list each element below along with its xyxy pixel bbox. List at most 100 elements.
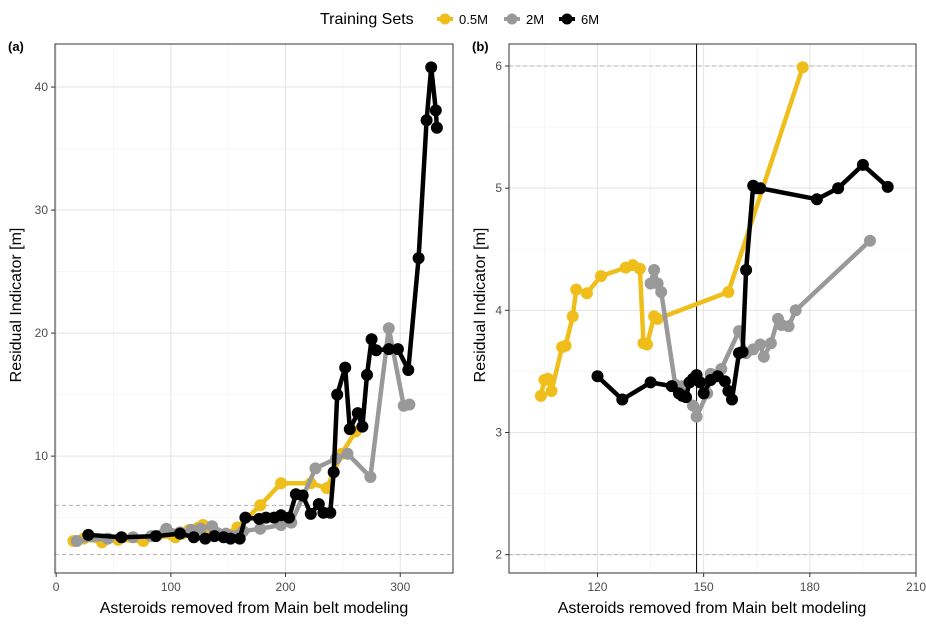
data-point-6M-a (199, 532, 212, 545)
panel-label-a: (a) (8, 39, 24, 54)
data-point-6M-a (356, 420, 369, 433)
data-point-2M-a (309, 462, 322, 475)
data-point-2M-a (70, 535, 83, 547)
data-point-6M-a (343, 423, 356, 436)
legend-label-0.5M: 0.5M (459, 12, 488, 27)
data-point-2M-a (364, 471, 377, 483)
data-point-6M-a (174, 527, 186, 540)
data-point-2M-a (254, 522, 267, 535)
data-point-2M-a (160, 522, 173, 535)
data-point-6M-b (832, 182, 845, 195)
data-point-0.5M-b (559, 339, 572, 352)
data-point-6M-a (429, 104, 442, 117)
data-point-2M-a (382, 322, 395, 335)
panel-a: (a) Asteroids removed from Main belt mod… (8, 39, 454, 617)
plot-background-b (509, 44, 916, 573)
data-point-6M-a (149, 530, 162, 543)
y-tick-label-b: 5 (495, 181, 502, 195)
x-axis-label-b: Asteroids removed from Main belt modelin… (558, 600, 867, 617)
data-point-2M-a (194, 522, 207, 535)
x-tick-label-a: 100 (161, 580, 181, 594)
data-point-6M-a (304, 507, 317, 520)
data-point-6M-b (697, 387, 710, 400)
y-tick-label-a: 10 (35, 449, 49, 463)
x-tick-label-a: 0 (53, 580, 60, 594)
x-tick-label-b: 210 (906, 580, 926, 594)
data-point-2M-b (690, 410, 703, 423)
data-point-6M-b (644, 376, 657, 389)
x-tick-label-a: 300 (390, 580, 410, 594)
data-point-6M-a (208, 530, 221, 543)
data-point-0.5M-a (275, 477, 287, 490)
panel-border-b (508, 43, 917, 574)
data-point-2M-a (206, 520, 219, 533)
data-point-6M-b (856, 158, 869, 171)
y-tick-label-b: 4 (495, 303, 502, 317)
data-point-6M-a (425, 61, 438, 74)
data-point-2M-b (648, 264, 661, 276)
data-point-6M-b (591, 370, 604, 383)
data-point-6M-a (233, 532, 246, 545)
data-point-0.5M-b (580, 287, 593, 300)
data-point-2M-a (403, 398, 416, 411)
y-axis-label-b: Residual Indicator [m] (472, 228, 489, 383)
data-point-2M-b (655, 286, 668, 298)
data-point-6M-b (718, 375, 731, 388)
plot-background-a (55, 44, 453, 573)
x-axis-label-a: Asteroids removed from Main belt modelin… (100, 600, 409, 617)
data-point-2M-b (687, 399, 699, 412)
data-point-6M-a (331, 388, 344, 401)
data-point-0.5M-b (545, 385, 558, 397)
data-point-6M-b (726, 393, 738, 406)
data-point-2M-b (864, 234, 876, 247)
data-point-6M-a (283, 511, 295, 524)
data-point-2M-b (764, 337, 777, 350)
y-tick-label-a: 30 (35, 203, 49, 217)
data-point-6M-a (365, 333, 378, 346)
legend-title: Training Sets (320, 11, 414, 28)
data-point-6M-a (324, 506, 337, 519)
y-tick-label-b: 3 (495, 426, 502, 440)
data-point-6M-b (881, 180, 894, 193)
data-point-6M-a (115, 531, 128, 544)
data-point-0.5M-a (320, 482, 333, 495)
legend-label-6M: 6M (581, 12, 599, 27)
data-point-0.5M-b (651, 312, 664, 325)
legend-label-2M: 2M (526, 12, 544, 27)
x-tick-label-b: 150 (694, 580, 714, 594)
data-point-0.5M-b (570, 283, 583, 296)
plot-area-a (54, 43, 454, 574)
data-point-0.5M-a (254, 499, 267, 512)
data-point-2M-b (757, 350, 770, 363)
data-point-6M-a (239, 511, 252, 524)
series-6M-b (591, 158, 894, 406)
data-point-2M-b (782, 320, 795, 333)
data-point-0.5M-b (534, 389, 547, 402)
data-point-2M-a (341, 447, 354, 460)
data-point-6M-b (680, 391, 692, 404)
data-point-6M-b (754, 182, 767, 195)
data-point-6M-b (740, 264, 753, 276)
data-point-6M-a (296, 489, 309, 502)
data-point-6M-a (351, 407, 364, 420)
data-point-6M-a (402, 364, 415, 376)
data-point-6M-b (736, 345, 749, 358)
data-point-2M-b (789, 304, 802, 317)
data-point-0.5M-b (566, 310, 579, 323)
y-tick-label-a: 40 (35, 80, 49, 94)
data-point-6M-b (694, 376, 707, 389)
y-axis-label-a: Residual Indicator [m] (8, 228, 25, 383)
y-tick-label-a: 20 (35, 326, 49, 340)
data-point-6M-a (327, 466, 340, 479)
data-point-0.5M-b (595, 270, 607, 283)
series-0.5M-b (534, 61, 809, 402)
legend: Training Sets 0.5M 2M 6M (320, 11, 599, 28)
y-tick-label-b: 2 (495, 548, 502, 562)
y-tick-label-b: 6 (495, 59, 502, 73)
plot-area-b (508, 43, 917, 574)
data-point-0.5M-b (641, 338, 653, 351)
x-tick-label-a: 200 (276, 580, 296, 594)
data-point-0.5M-b (541, 372, 554, 385)
data-point-6M-a (361, 368, 373, 381)
data-point-6M-a (82, 528, 95, 541)
